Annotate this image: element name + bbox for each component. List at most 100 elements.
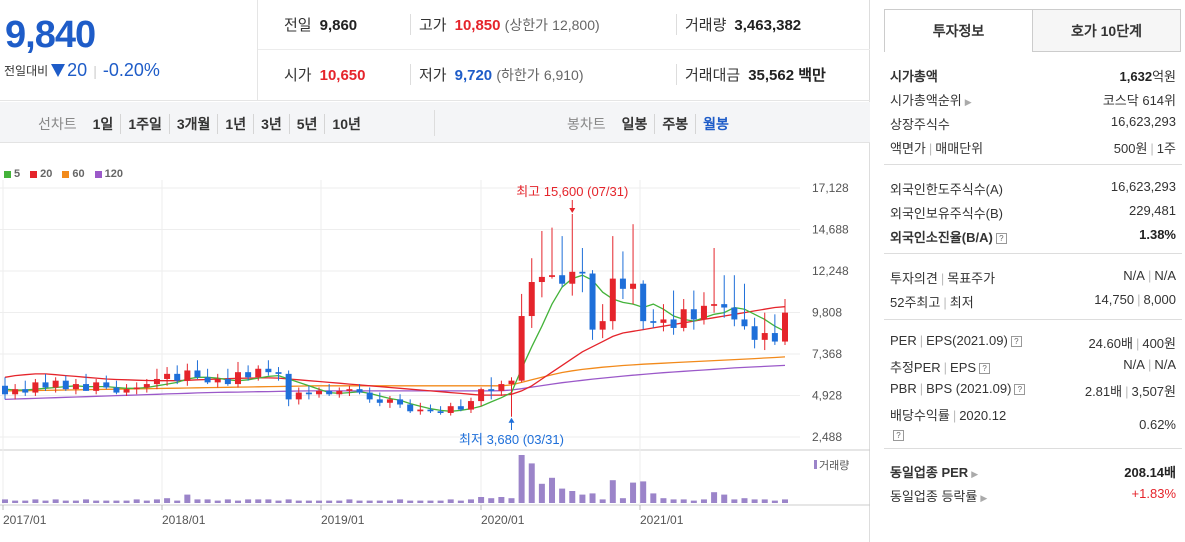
eps-label: EPS(2021.09)	[926, 333, 1008, 348]
candle-body	[42, 382, 49, 388]
candle-body	[630, 283, 637, 289]
lower-limit-value: 6,910)	[543, 67, 584, 83]
separator: |	[93, 62, 97, 79]
volume-bar	[326, 500, 333, 503]
market-cap-value: 1,632	[1119, 69, 1153, 84]
volume-bar	[164, 498, 171, 503]
max-price-annotation: 최고 15,600 (07/31)	[516, 184, 628, 199]
x-tick-label: 2020/01	[481, 513, 525, 527]
high-label: 고가	[419, 17, 447, 34]
candle-body	[83, 384, 90, 391]
candle-body	[255, 368, 262, 378]
legend-label: 5	[14, 168, 21, 180]
volume-bar	[498, 497, 505, 503]
chevron-right-icon[interactable]: ▶	[980, 493, 988, 503]
candle-body	[670, 319, 677, 328]
candle-body	[478, 389, 485, 402]
tab-order-book[interactable]: 호가 10단계	[1032, 9, 1181, 52]
tab-weekly[interactable]: 주봉	[654, 114, 695, 134]
tab-3-months[interactable]: 3개월	[168, 114, 218, 134]
tab-monthly[interactable]: 월봉	[695, 114, 736, 134]
trade-value-value: 35,562 백만	[748, 67, 826, 84]
volume-bar	[83, 499, 90, 503]
ma60-line	[5, 356, 786, 392]
legend-ma20: 20	[30, 168, 52, 180]
candle-body	[174, 373, 181, 381]
volume-bar	[194, 499, 201, 503]
volume-bar	[731, 499, 738, 503]
volume-bar	[427, 500, 434, 503]
tab-1-year[interactable]: 1년	[217, 114, 253, 134]
open-value: 10,650	[319, 67, 366, 84]
legend-ma120: 120	[94, 168, 123, 180]
candle-body	[589, 273, 596, 330]
volume-bar	[437, 500, 444, 503]
candle-body	[619, 278, 626, 289]
help-icon[interactable]: ?	[1014, 384, 1026, 396]
target-value: N/A	[1154, 268, 1176, 283]
candle-body	[103, 382, 110, 388]
tab-5-years[interactable]: 5년	[288, 114, 325, 134]
bps-label: BPS (2021.09)	[926, 381, 1012, 396]
trade-value-label: 거래대금	[685, 67, 741, 84]
foreign-limit-label: 외국인한도주식수(A)	[890, 182, 1004, 197]
w52-high-label: 52주최고	[890, 295, 941, 310]
y-tick-label: 12,248	[812, 264, 849, 278]
tab-1-week[interactable]: 1주일	[120, 114, 169, 134]
candle-chart-title: 봉차트	[567, 116, 606, 132]
candle-body	[32, 382, 39, 393]
tab-10-years[interactable]: 10년	[324, 114, 367, 134]
tab-daily[interactable]: 일봉	[621, 116, 648, 132]
candle-body	[680, 309, 687, 328]
tab-invest-info[interactable]: 투자정보	[884, 9, 1033, 52]
legend-swatch	[62, 170, 70, 178]
candle-body	[397, 399, 404, 405]
candle-body	[184, 370, 191, 381]
volume-bar	[346, 499, 353, 503]
volume-bar	[751, 499, 758, 503]
candlestick-chart[interactable]: 17,128 14,688 12,248 9,808 7,368 4,928 2,488 20…	[0, 0, 870, 542]
help-icon[interactable]: ?	[893, 430, 904, 442]
volume-bar	[42, 500, 49, 503]
shares-label: 상장주식수	[890, 117, 950, 132]
candle-body	[305, 392, 312, 395]
volume-bar	[589, 493, 596, 503]
volume-bar	[93, 500, 100, 503]
candle-body	[62, 380, 69, 390]
y-tick-label: 14,688	[812, 223, 849, 237]
per-value: 24.60배	[1088, 336, 1133, 351]
candle-body	[457, 406, 464, 410]
help-icon[interactable]: ?	[979, 363, 991, 375]
high-value: 10,850	[454, 17, 501, 34]
est-eps-label: EPS	[950, 360, 977, 375]
help-icon[interactable]: ?	[1010, 336, 1022, 348]
volume-bar	[761, 499, 768, 503]
tab-3-years[interactable]: 3년	[253, 114, 289, 134]
candle-body	[12, 389, 19, 395]
volume-bar	[690, 500, 697, 503]
shares-value: 16,623,293	[1110, 114, 1176, 129]
candle-body	[356, 389, 363, 393]
invest-info-panel: 투자정보 호가 10단계 시가총액 1,632억원 시가총액순위 ▶ 코스닥 61…	[884, 0, 1185, 542]
upper-limit-value: 12,800)	[552, 17, 600, 33]
volume-bar	[12, 500, 19, 503]
est-per-label: 추정PER	[890, 360, 941, 375]
help-icon[interactable]: ?	[995, 233, 1007, 245]
volume-bar	[549, 477, 556, 503]
candle-body	[224, 378, 231, 385]
y-tick-label: 2,488	[812, 430, 842, 444]
chevron-right-icon[interactable]: ▶	[964, 97, 972, 107]
stats-row-2: 시가 10,650 저가 9,720 (하한가 6,910) 거래대금 35,562 …	[258, 50, 870, 100]
down-arrow-icon	[51, 64, 66, 77]
legend-swatch	[94, 170, 102, 178]
volume-bar	[133, 499, 140, 503]
candle-body	[417, 409, 424, 412]
change-row: 전일대비 20 | -0.20%	[4, 60, 160, 81]
chevron-right-icon[interactable]: ▶	[971, 469, 979, 479]
volume-bar	[366, 500, 373, 503]
candle-body	[295, 392, 302, 400]
candle-body	[447, 406, 454, 413]
tab-1-day[interactable]: 1일	[92, 116, 114, 132]
volume-bar	[407, 500, 414, 503]
volume-bar	[619, 498, 626, 503]
